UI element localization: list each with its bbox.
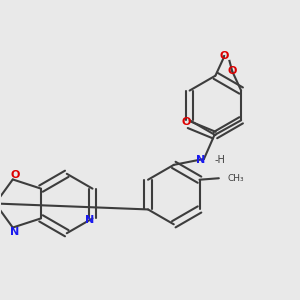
Text: N: N [10,227,19,237]
Text: O: O [182,117,191,127]
Text: N: N [196,155,206,165]
Text: O: O [220,51,229,62]
Text: O: O [227,66,237,76]
Text: CH₃: CH₃ [228,174,244,183]
Text: N: N [85,215,94,225]
Text: -H: -H [215,155,226,165]
Text: O: O [11,170,20,180]
